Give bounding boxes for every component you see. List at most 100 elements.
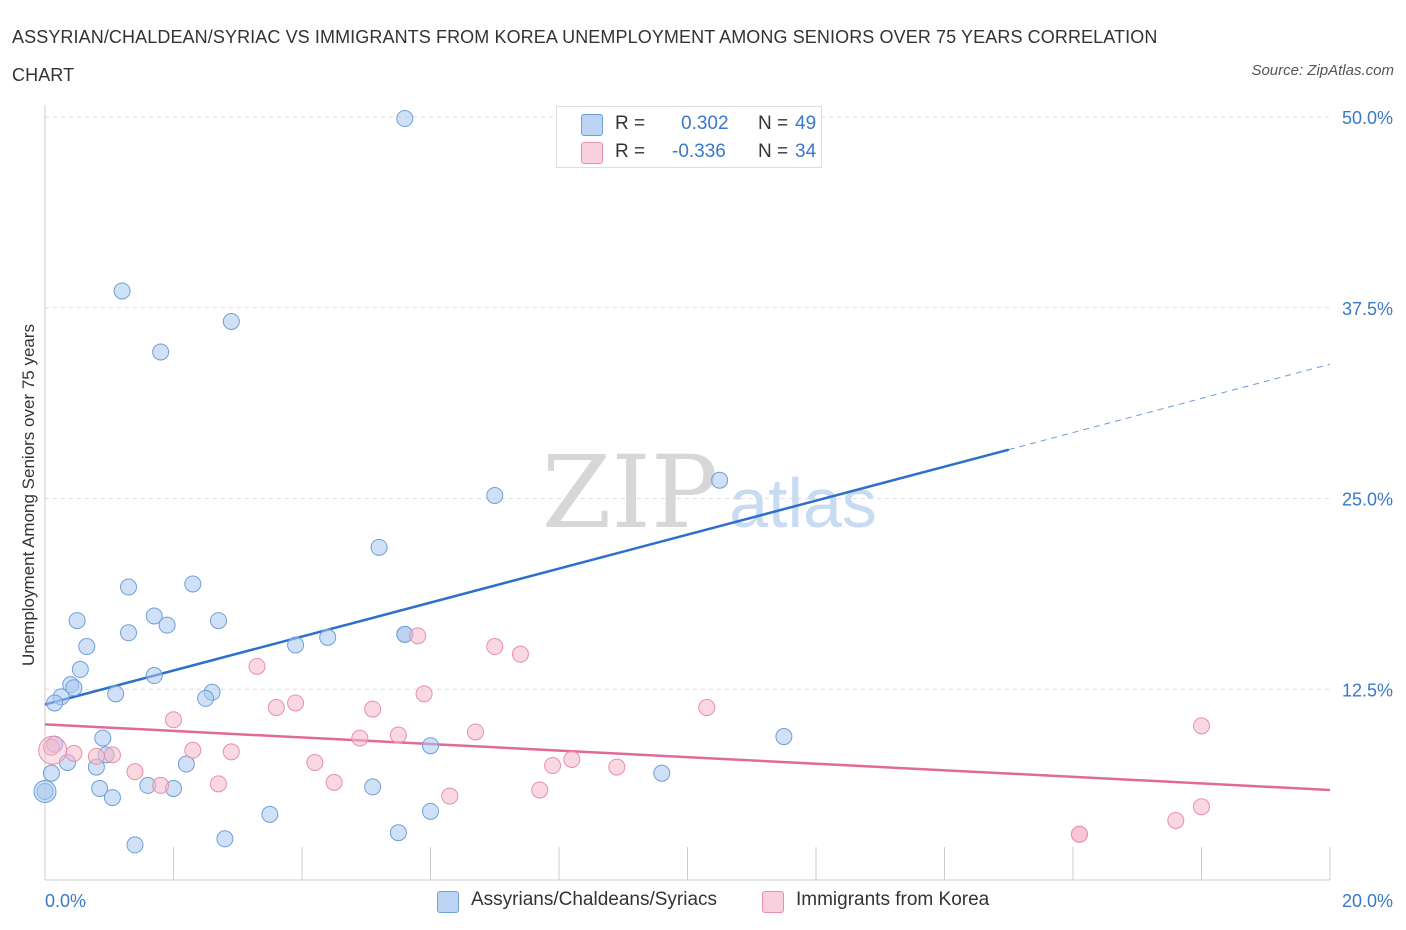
trend-line [44,448,1010,706]
data-point [71,660,89,678]
data-point [216,830,234,848]
series-2-swatch [581,142,603,164]
data-point [209,612,227,630]
n-label-2: N = [758,141,789,162]
data-point [197,689,215,707]
data-point [120,624,138,642]
data-point [364,778,382,796]
legend-item-korea: Immigrants from Korea [762,889,990,913]
data-point [775,728,793,746]
n-value-2: 34 [795,141,817,162]
data-point [422,802,439,820]
data-point [351,729,369,747]
data-point [698,699,716,717]
legend-label-assyrians: Assyrians/Chaldeans/Syriacs [471,889,718,910]
stats-box: R = 0.302 N = 49 R = -0.336 N = 34 [556,106,822,168]
data-point [113,282,131,300]
data-point [325,773,343,791]
r-value-2: -0.336 [672,141,726,162]
data-point [65,744,83,762]
data-point [103,789,121,807]
data-point [120,578,138,596]
data-point [409,627,427,645]
data-point [107,685,125,703]
y-tick-label: 25.0% [1342,490,1393,510]
legend-label-korea: Immigrants from Korea [796,889,990,910]
data-point [42,738,60,756]
x-tick-label: 20.0% [1342,891,1393,911]
data-point [396,110,414,128]
data-points [33,110,1210,854]
legend-swatch-assyrians [437,891,459,913]
data-point [184,741,202,759]
data-point [91,779,109,797]
data-point [152,776,170,794]
data-point [486,638,504,656]
data-point [46,694,64,712]
trend-line [44,723,1331,792]
data-point [209,775,227,793]
data-point [389,726,407,744]
data-point [531,781,549,799]
data-point [1193,717,1210,735]
trend-line-extension [1008,363,1331,451]
data-point [364,700,382,718]
legend-item-assyrians: Assyrians/Chaldeans/Syriacs [437,889,718,913]
data-point [306,753,324,771]
data-point [319,628,337,646]
data-point [42,764,60,782]
data-point [653,764,671,782]
n-value-1: 49 [795,113,817,134]
data-point [441,787,459,805]
data-point [466,723,484,741]
grid-lines [45,116,1330,690]
data-point [68,612,86,630]
data-point [158,616,176,634]
watermark: ZIP atlas [542,434,877,551]
data-point [222,312,240,330]
data-point [389,824,407,842]
data-point [415,685,433,703]
data-point-large [38,735,68,765]
y-tick-label: 37.5% [1342,299,1393,319]
data-point [165,711,182,729]
data-point [145,607,163,625]
x-tick-label: 0.0% [45,891,86,911]
source-label: Source: ZipAtlas.com [1251,62,1394,79]
data-point [370,538,388,556]
data-point [94,729,112,747]
r-label-1: R = [615,113,646,134]
data-point [287,636,305,654]
data-point [65,679,83,697]
data-point [261,805,279,823]
data-point [177,755,195,773]
series-1-swatch [581,114,603,136]
data-point [126,836,144,854]
y-tick-label: 12.5% [1342,680,1393,700]
watermark-zip: ZIP [542,434,718,551]
data-point [248,657,266,675]
data-point [103,746,121,764]
data-point [711,471,729,489]
data-point [1070,825,1088,843]
data-point [152,343,170,361]
data-point [486,486,504,504]
data-point [126,763,144,781]
data-point-large [33,779,57,803]
data-point [267,699,285,717]
data-point [1193,798,1210,816]
data-point [287,694,305,712]
data-point [544,757,562,775]
chart-title: ASSYRIAN/CHALDEAN/SYRIAC VS IMMIGRANTS F… [12,27,1158,85]
data-point [563,750,581,768]
data-point [87,747,105,765]
data-point [222,743,240,761]
r-value-1: 0.302 [681,113,729,134]
data-point [78,638,96,656]
data-point [1167,811,1185,829]
data-point [422,737,439,755]
tick-labels: 12.5% 25.0% 37.5% 50.0% 0.0% 20.0% [45,108,1393,911]
data-point [184,575,202,593]
legend-swatch-korea [762,891,784,913]
